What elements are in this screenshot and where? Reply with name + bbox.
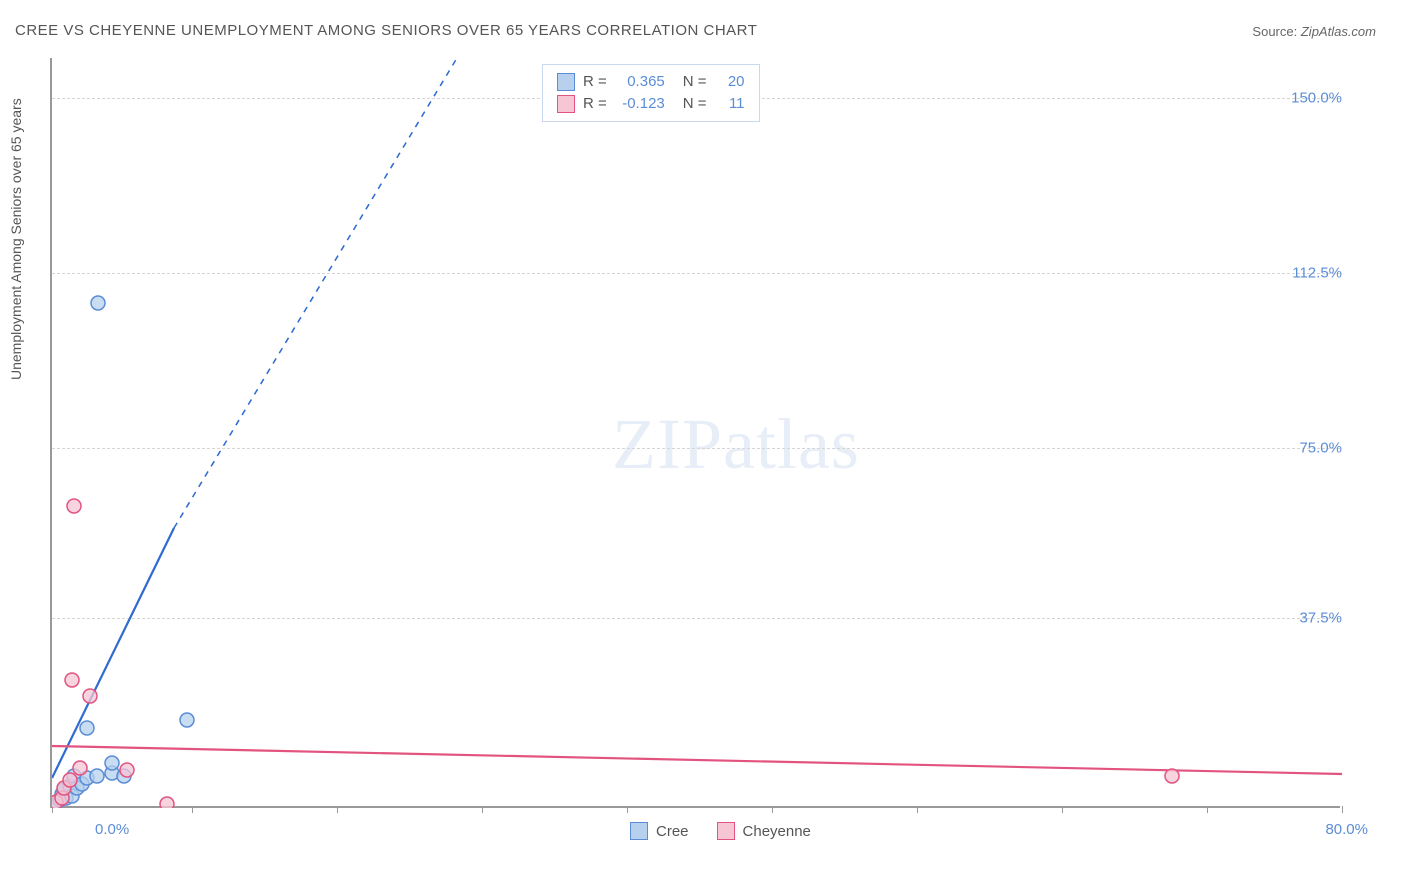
plot-svg — [52, 58, 1342, 808]
y-tick-label: 112.5% — [1292, 265, 1342, 282]
y-tick-label: 150.0% — [1291, 90, 1342, 107]
watermark-bold: ZIP — [612, 404, 723, 484]
n-value-cree: 20 — [715, 71, 745, 93]
source-value: ZipAtlas.com — [1301, 24, 1376, 39]
swatch-cheyenne — [557, 95, 575, 113]
x-tick — [1062, 806, 1063, 813]
legend-row-cheyenne: R = -0.123 N = 11 — [557, 93, 745, 115]
y-tick-label: 37.5% — [1299, 610, 1342, 627]
plot-area: ZIPatlas R = 0.365 N = 20 R = -0.123 N =… — [50, 58, 1340, 808]
r-value-cree: 0.365 — [615, 71, 665, 93]
n-label: N = — [683, 93, 707, 115]
source-label: Source: — [1252, 24, 1297, 39]
y-tick-label: 75.0% — [1299, 440, 1342, 457]
chart-title: CREE VS CHEYENNE UNEMPLOYMENT AMONG SENI… — [15, 22, 757, 39]
x-tick — [917, 806, 918, 813]
swatch-cheyenne — [717, 822, 735, 840]
r-value-cheyenne: -0.123 — [615, 93, 665, 115]
x-tick — [772, 806, 773, 813]
gridline — [52, 618, 1340, 619]
n-value-cheyenne: 11 — [715, 93, 745, 115]
chart-area: ZIPatlas R = 0.365 N = 20 R = -0.123 N =… — [50, 58, 1380, 848]
watermark: ZIPatlas — [612, 403, 860, 486]
x-tick — [1342, 806, 1343, 813]
legend-item-cree: Cree — [630, 822, 689, 840]
legend-label-cheyenne: Cheyenne — [743, 823, 811, 840]
x-tick — [482, 806, 483, 813]
x-tick — [337, 806, 338, 813]
watermark-light: atlas — [723, 404, 860, 484]
legend-label-cree: Cree — [656, 823, 689, 840]
x-tick — [627, 806, 628, 813]
r-label: R = — [583, 93, 607, 115]
source-attribution: Source: ZipAtlas.com — [1252, 24, 1376, 39]
legend-item-cheyenne: Cheyenne — [717, 822, 811, 840]
x-tick — [1207, 806, 1208, 813]
n-label: N = — [683, 71, 707, 93]
y-axis-label: Unemployment Among Seniors over 65 years — [8, 98, 24, 380]
x-tick — [192, 806, 193, 813]
legend-row-cree: R = 0.365 N = 20 — [557, 71, 745, 93]
x-axis-min-label: 0.0% — [95, 821, 129, 838]
swatch-cree — [557, 73, 575, 91]
x-axis-max-label: 80.0% — [1325, 821, 1368, 838]
correlation-legend: R = 0.365 N = 20 R = -0.123 N = 11 — [542, 64, 760, 122]
gridline — [52, 273, 1340, 274]
r-label: R = — [583, 71, 607, 93]
gridline — [52, 448, 1340, 449]
x-tick — [52, 806, 53, 813]
series-legend: Cree Cheyenne — [630, 822, 811, 840]
swatch-cree — [630, 822, 648, 840]
